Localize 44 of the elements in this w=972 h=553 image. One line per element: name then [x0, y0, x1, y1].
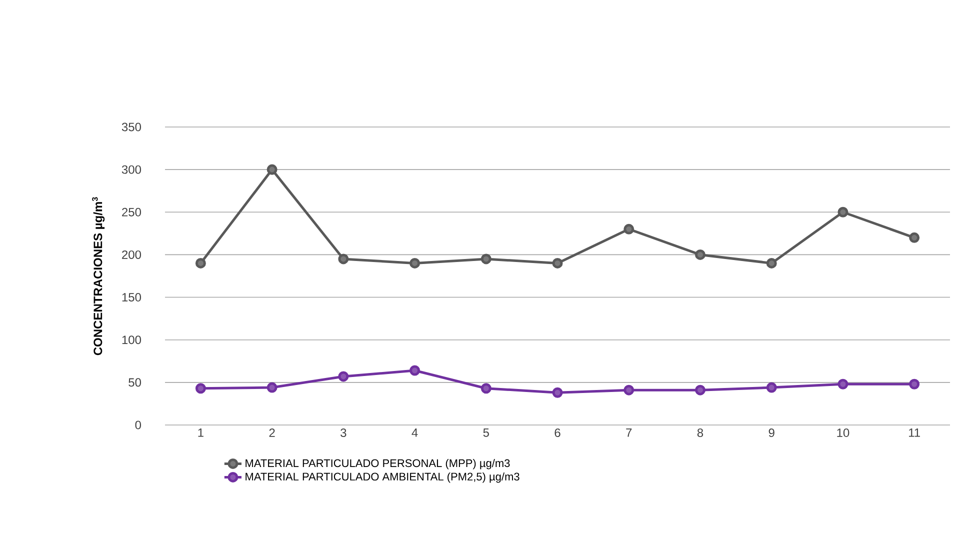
- point: [909, 378, 920, 390]
- point: [624, 224, 634, 234]
- point: [552, 387, 563, 398]
- y-tick-label: 300: [122, 165, 142, 174]
- x-tick-label: 7: [626, 428, 632, 437]
- y-tick-label: 350: [122, 122, 142, 132]
- legend-label: MATERIAL PARTICULADO AMBIENTAL (PM2,5) µg/m3: [246, 472, 520, 483]
- y-tick-label: 200: [122, 250, 142, 259]
- point: [838, 378, 848, 390]
- point: [338, 371, 349, 382]
- point: [838, 206, 848, 218]
- point: [909, 232, 920, 243]
- point: [552, 258, 563, 268]
- point: [195, 258, 206, 268]
- y-tick-label: 250: [122, 208, 142, 216]
- point: [694, 249, 706, 260]
- point: [624, 384, 634, 396]
- y-tick-label: 100: [122, 336, 142, 344]
- point: [266, 382, 278, 393]
- point: [338, 254, 349, 264]
- x-tick-label: 10: [837, 428, 850, 438]
- point: [766, 382, 777, 393]
- x-tick-label: 4: [412, 428, 418, 437]
- point: [410, 258, 420, 268]
- y-tick-label: 50: [128, 378, 142, 387]
- x-tick-label: 2: [269, 428, 275, 437]
- x-tick-label: 1: [198, 428, 204, 437]
- point: [266, 164, 278, 175]
- y-tick-label: 0: [135, 420, 142, 430]
- point: [766, 258, 777, 268]
- x-tick-label: 5: [483, 428, 489, 437]
- point: [694, 384, 706, 396]
- y-axis-title: CONCENTRACIONES µg/m$^{3}$: [92, 197, 105, 356]
- x-tick-label: 6: [554, 428, 560, 438]
- legend-label: MATERIAL PARTICULADO PERSONAL (MPP) µg/m3: [246, 458, 510, 470]
- x-tick-label: 11: [909, 428, 920, 437]
- y-tick-label: 150: [122, 293, 142, 302]
- point: [410, 365, 420, 376]
- point: [480, 254, 492, 264]
- x-tick-label: 3: [340, 428, 346, 438]
- x-tick-label: 8: [697, 428, 704, 438]
- point: [195, 383, 206, 394]
- x-tick-label: 9: [768, 428, 774, 438]
- point: [480, 383, 492, 394]
